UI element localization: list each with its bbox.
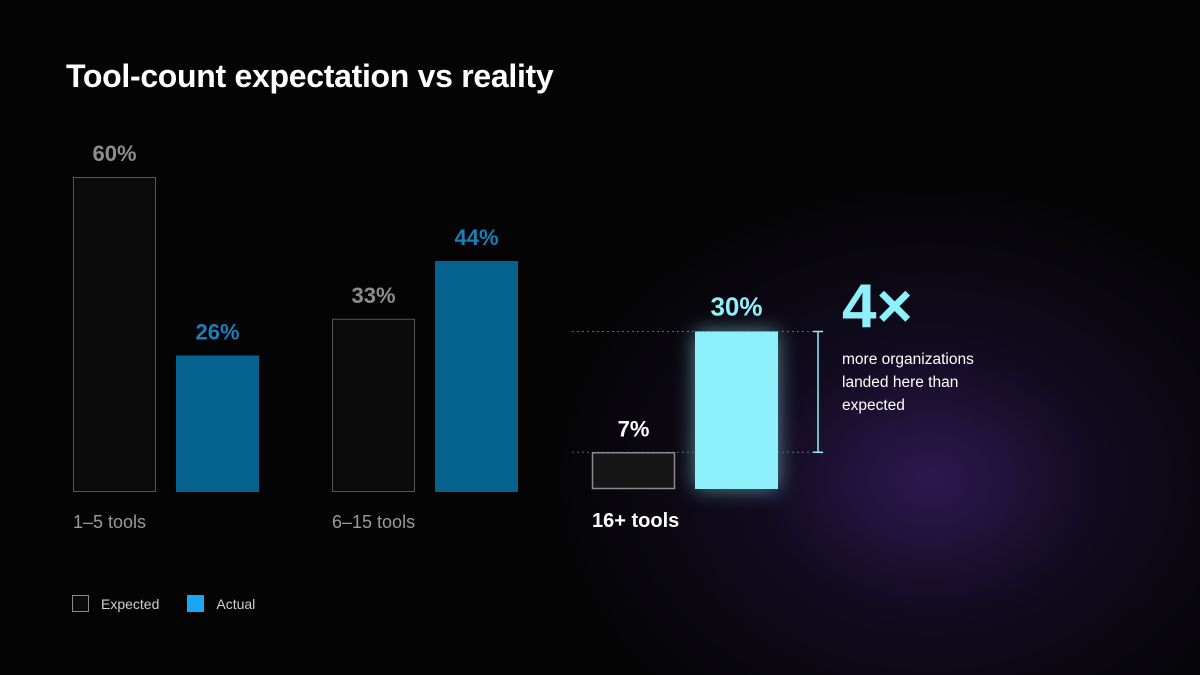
- bar-expected-16-tools: [591, 452, 676, 490]
- value-label-actual-16-tools: 30%: [710, 292, 762, 322]
- chart-title: Tool-count expectation vs reality: [66, 58, 554, 94]
- value-label-actual-6-15-tools: 44%: [454, 225, 498, 250]
- category-label-6-15-tools: 6–15 tools: [332, 512, 415, 532]
- legend-swatch-expected: [72, 595, 89, 612]
- category-label-1-5-tools: 1–5 tools: [73, 512, 146, 532]
- value-label-expected-1-5-tools: 60%: [92, 141, 136, 166]
- bar-actual-16-tools: [695, 331, 778, 489]
- legend-swatch-actual: [187, 595, 205, 612]
- bar-actual-1-5-tools: [176, 355, 259, 492]
- legend-label-expected: Expected: [101, 595, 160, 612]
- value-label-actual-1-5-tools: 26%: [195, 320, 239, 345]
- value-label-expected-6-15-tools: 33%: [351, 283, 395, 308]
- legend-item-actual: Actual: [187, 595, 255, 612]
- callout-multiplier: 4×: [842, 272, 913, 341]
- bar-expected-6-15-tools: [332, 318, 415, 492]
- bar-expected-1-5-tools: [73, 177, 156, 492]
- legend-item-expected: Expected: [72, 595, 159, 612]
- bar-actual-6-15-tools: [435, 261, 518, 492]
- legend: Expected Actual: [72, 595, 283, 612]
- value-label-expected-16-tools: 7%: [618, 416, 650, 441]
- callout-description: more organizations landed here than expe…: [842, 351, 974, 414]
- legend-label-actual: Actual: [216, 595, 256, 612]
- category-label-16-tools: 16+ tools: [592, 510, 679, 532]
